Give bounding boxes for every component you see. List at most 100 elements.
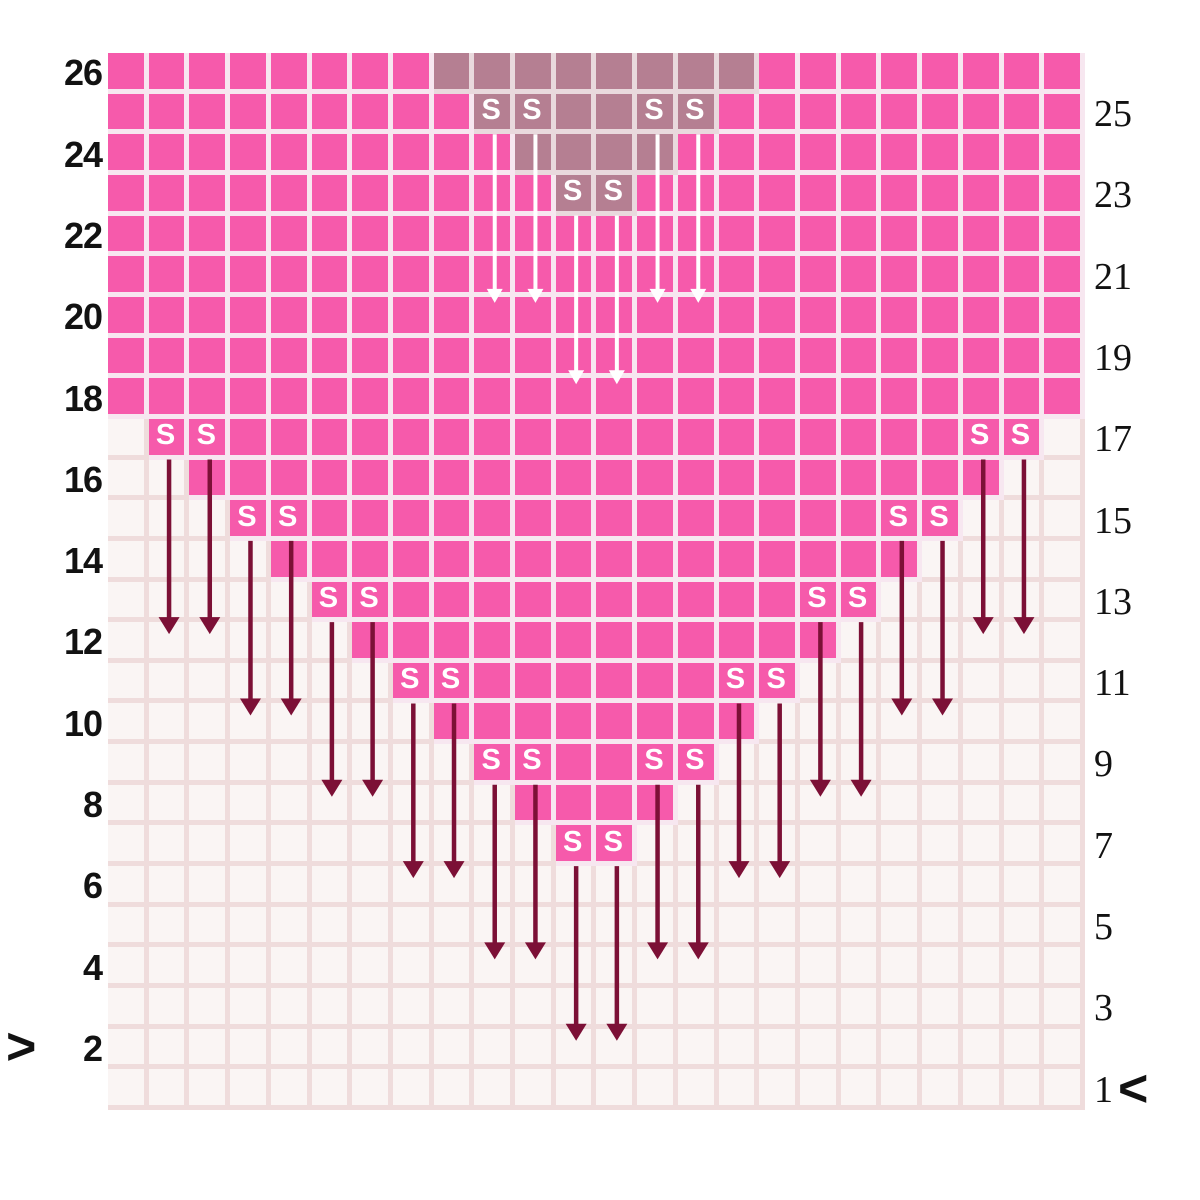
chart-cell-r10-c7-empty: [392, 703, 434, 745]
row-number-right-7: 7: [1094, 824, 1113, 867]
chart-cell-r16-c9-stitch: [474, 459, 516, 501]
chart-cell-r24-c22-stitch: [1003, 134, 1045, 175]
chart-cell-r7-c15-empty: [718, 825, 760, 867]
chart-cell-r20-c11-stitch: [555, 296, 597, 338]
chart-cell-r20-c22-stitch: [1003, 296, 1045, 338]
chart-cell-r23-c1-stitch: [148, 174, 190, 216]
chart-cell-r19-c5-stitch: [311, 337, 353, 379]
chart-cell-r13-c4-empty: [270, 581, 312, 623]
row-number-left-22: 22: [63, 214, 103, 256]
chart-cell-r24-c15-stitch: [718, 134, 760, 175]
chart-cell-r13-c13-stitch: [637, 581, 678, 623]
chart-cell-r13-c3-empty: [230, 581, 271, 623]
chart-cell-r10-c14-stitch: [677, 703, 719, 745]
chart-cell-r16-c11-stitch: [555, 459, 597, 501]
chart-cell-r5-c22-empty: [1003, 906, 1045, 948]
chart-cell-r3-c12-empty: [596, 988, 638, 1029]
chart-cell-r25-c8-stitch: [433, 93, 475, 135]
chart-cell-r25-c10-slip: S: [515, 93, 556, 135]
chart-cell-r20-c21-stitch: [962, 296, 1004, 338]
chart-cell-r23-c2-stitch: [189, 174, 231, 216]
chart-cell-r20-c2-stitch: [189, 296, 231, 338]
chart-cell-r9-c13-stitch: S: [637, 744, 678, 785]
chart-cell-r19-c0-stitch: [108, 337, 149, 379]
chart-cell-r11-c0-empty: [108, 662, 149, 704]
chart-cell-r2-c10-empty: [515, 1028, 556, 1070]
chart-cell-r7-c8-empty: [433, 825, 475, 867]
chart-cell-r16-c12-stitch: [596, 459, 638, 501]
chart-cell-r22-c22-stitch: [1003, 215, 1045, 257]
chart-cell-r3-c9-empty: [474, 988, 516, 1029]
chart-cell-r14-c0-empty: [108, 540, 149, 582]
chart-cell-r8-c18-empty: [840, 784, 882, 826]
chart-cell-r5-c14-empty: [677, 906, 719, 948]
chart-cell-r20-c12-stitch: [596, 296, 638, 338]
chart-cell-r26-c9-slip: [474, 53, 516, 94]
chart-cell-r25-c22-stitch: [1003, 93, 1045, 135]
chart-cell-r17-c3-stitch: [230, 418, 271, 460]
chart-cell-r10-c21-empty: [962, 703, 1004, 745]
chart-cell-r1-c0-empty: [108, 1069, 149, 1110]
chart-cell-r16-c13-stitch: [637, 459, 678, 501]
chart-cell-r4-c11-empty: [555, 947, 597, 989]
chart-cell-r14-c8-stitch: [433, 540, 475, 582]
chart-cell-r25-c6-stitch: [352, 93, 393, 135]
row-number-left-12: 12: [63, 621, 103, 663]
chart-cell-r6-c12-empty: [596, 866, 638, 907]
chart-cell-r21-c16-stitch: [759, 256, 801, 297]
chart-cell-r9-c15-empty: [718, 744, 760, 785]
chart-cell-r19-c9-stitch: [474, 337, 516, 379]
chart-cell-r22-c7-stitch: [392, 215, 434, 257]
chart-cell-r13-c17-stitch: S: [800, 581, 841, 623]
chart-cell-r8-c16-empty: [759, 784, 801, 826]
chart-cell-r7-c1-empty: [148, 825, 190, 867]
chart-cell-r20-c7-stitch: [392, 296, 434, 338]
chart-cell-r10-c17-empty: [800, 703, 841, 745]
chart-cell-r18-c18-stitch: [840, 378, 882, 419]
chart-cell-r2-c14-empty: [677, 1028, 719, 1070]
chart-cell-r21-c20-stitch: [922, 256, 963, 297]
chart-cell-r9-c8-empty: [433, 744, 475, 785]
chart-cell-r6-c3-empty: [230, 866, 271, 907]
chart-cell-r5-c13-empty: [637, 906, 678, 948]
chart-cell-r8-c2-empty: [189, 784, 231, 826]
chart-cell-r15-c12-stitch: [596, 500, 638, 541]
chart-cell-r14-c11-stitch: [555, 540, 597, 582]
chart-cell-r11-c1-empty: [148, 662, 190, 704]
chart-cell-r14-c14-stitch: [677, 540, 719, 582]
chart-cell-r17-c4-stitch: [270, 418, 312, 460]
slip-stitch-symbol: S: [603, 175, 624, 208]
chart-cell-r4-c22-empty: [1003, 947, 1045, 989]
chart-cell-r8-c19-empty: [881, 784, 923, 826]
chart-cell-r2-c12-empty: [596, 1028, 638, 1070]
chart-cell-r1-c4-empty: [270, 1069, 312, 1110]
chart-cell-r25-c14-slip: S: [677, 93, 719, 135]
chart-cell-r8-c4-empty: [270, 784, 312, 826]
chart-cell-r19-c22-stitch: [1003, 337, 1045, 379]
chart-cell-r5-c2-empty: [189, 906, 231, 948]
chart-cell-r9-c3-empty: [230, 744, 271, 785]
chart-cell-r12-c16-stitch: [759, 622, 801, 663]
chart-cell-r21-c10-stitch: [515, 256, 556, 297]
chart-cell-r10-c18-empty: [840, 703, 882, 745]
chart-cell-r7-c4-empty: [270, 825, 312, 867]
chart-cell-r13-c2-empty: [189, 581, 231, 623]
chart-cell-r15-c10-stitch: [515, 500, 556, 541]
chart-cell-r26-c10-slip: [515, 53, 556, 94]
slip-stitch-symbol: S: [562, 825, 583, 858]
chart-cell-r4-c20-empty: [922, 947, 963, 989]
chart-cell-r3-c11-empty: [555, 988, 597, 1029]
chart-cell-r18-c10-stitch: [515, 378, 556, 419]
chart-cell-r9-c1-empty: [148, 744, 190, 785]
chart-cell-r17-c21-stitch: S: [962, 418, 1004, 460]
chart-cell-r23-c22-stitch: [1003, 174, 1045, 216]
chart-cell-r19-c4-stitch: [270, 337, 312, 379]
slip-stitch-symbol: S: [522, 744, 542, 777]
chart-cell-r3-c22-empty: [1003, 988, 1045, 1029]
chart-cell-r3-c6-empty: [352, 988, 393, 1029]
chart-cell-r22-c1-stitch: [148, 215, 190, 257]
chart-cell-r14-c23-empty: [1044, 540, 1085, 582]
chart-cell-r9-c2-empty: [189, 744, 231, 785]
slip-stitch-symbol: S: [196, 419, 216, 452]
chart-cell-r16-c15-stitch: [718, 459, 760, 501]
